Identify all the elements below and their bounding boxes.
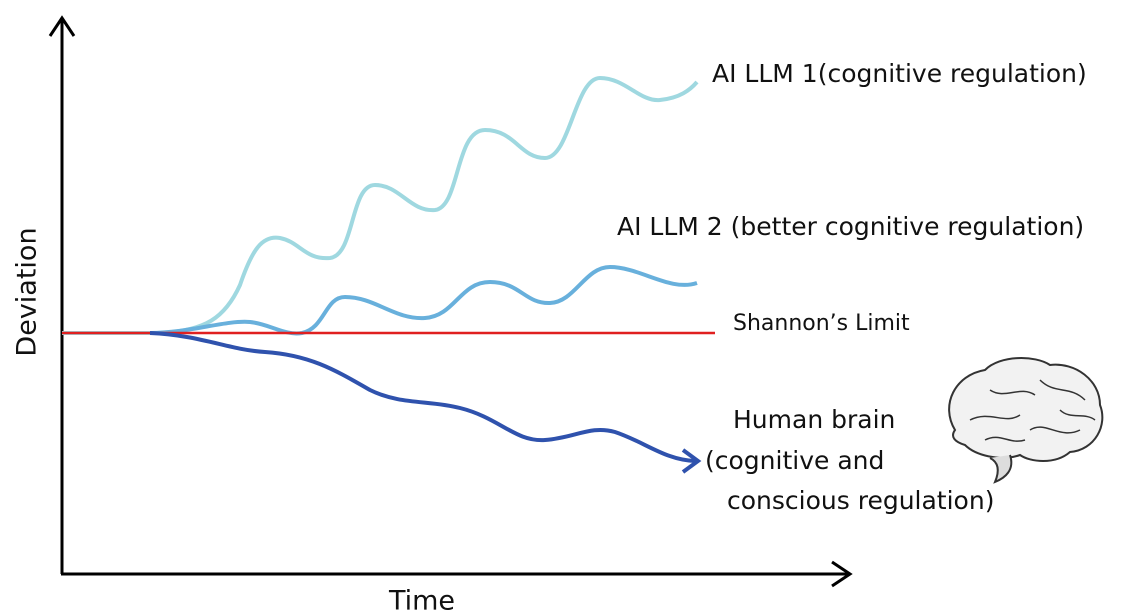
llm2-label: AI LLM 2 (better cognitive regulation) bbox=[617, 212, 1084, 241]
llm1-label: AI LLM 1(cognitive regulation) bbox=[712, 59, 1087, 88]
y-label: Deviation bbox=[12, 227, 43, 356]
diagram: Deviation Time AI LLM 1(cognitive regula… bbox=[0, 0, 1129, 614]
human-label: Human brain bbox=[733, 405, 895, 434]
llm1-curve bbox=[62, 78, 697, 333]
human-label: conscious regulation) bbox=[727, 486, 994, 515]
human-label: (cognitive and bbox=[705, 446, 884, 475]
human-curve bbox=[150, 333, 695, 461]
shannon-label: Shannon’s Limit bbox=[733, 311, 910, 336]
brain-icon bbox=[949, 358, 1102, 482]
x-label: Time bbox=[388, 586, 455, 614]
